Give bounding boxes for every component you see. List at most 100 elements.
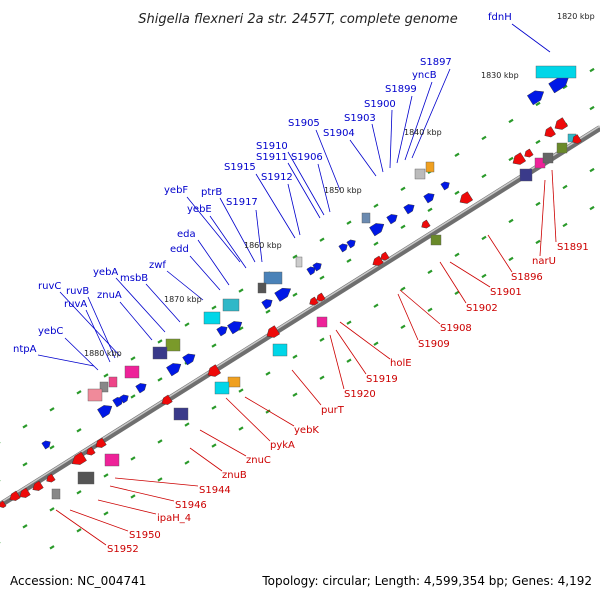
- gene-arrow: [512, 152, 527, 165]
- position-dash: [589, 167, 595, 173]
- position-dash: [427, 307, 433, 313]
- gene-box: [361, 212, 371, 224]
- leader-line: [255, 209, 263, 263]
- position-dash: [49, 545, 55, 550]
- position-dash: [49, 445, 55, 450]
- gene-label: S1910: [256, 141, 288, 152]
- leader-line: [87, 296, 116, 359]
- gene-label: S1950: [129, 530, 161, 541]
- position-dash: [319, 237, 325, 242]
- map-title: Shigella flexneri 2a str. 2457T, complet…: [138, 12, 457, 27]
- leader-line: [449, 261, 491, 288]
- leader-line: [315, 129, 341, 191]
- gene-arrow: [544, 126, 556, 138]
- tick-label: 1850 kbp: [324, 186, 362, 195]
- position-dash: [373, 241, 379, 246]
- gene-box: [519, 168, 533, 182]
- gene-arrow: [266, 325, 281, 338]
- position-dash: [454, 190, 460, 196]
- gene-label: S1903: [344, 113, 376, 124]
- gene-label: znuC: [246, 455, 271, 466]
- leader-line: [189, 447, 223, 472]
- position-dash: [292, 292, 298, 297]
- position-dash: [292, 354, 298, 359]
- gene-box: [222, 298, 240, 312]
- gene-label: S1944: [199, 485, 231, 496]
- position-dash: [22, 424, 28, 429]
- leader-line: [37, 354, 95, 367]
- gene-label: ruvB: [66, 286, 89, 297]
- position-dash: [157, 339, 163, 344]
- position-dash: [184, 322, 190, 327]
- position-dash: [481, 135, 487, 141]
- leader-line: [225, 397, 271, 442]
- gene-arrow: [316, 292, 326, 302]
- position-dash: [319, 337, 325, 342]
- gene-arrow: [97, 405, 113, 419]
- position-dash: [508, 218, 514, 224]
- gene-label: S1952: [107, 544, 139, 555]
- gene-label: msbB: [120, 273, 148, 284]
- position-dash: [562, 184, 568, 190]
- gene-arrow: [386, 214, 398, 225]
- gene-box: [77, 471, 95, 485]
- accession-text: Accession: NC_004741: [10, 574, 147, 588]
- gene-features: [0, 65, 582, 508]
- gene-arrow: [440, 181, 450, 191]
- position-dash: [454, 290, 460, 296]
- gene-box: [542, 152, 554, 164]
- leader-line: [317, 163, 331, 213]
- position-dash: [508, 156, 514, 162]
- position-dash: [265, 309, 271, 314]
- gene-label: ruvA: [64, 299, 87, 310]
- genome-backbone-highlight: [0, 125, 600, 504]
- position-dash: [535, 101, 541, 107]
- gene-label: S1902: [466, 303, 498, 314]
- position-dash: [157, 477, 163, 482]
- leader-line: [487, 234, 513, 273]
- gene-label: purT: [321, 405, 345, 416]
- gene-label: zwf: [149, 260, 166, 271]
- leader-line: [186, 196, 241, 263]
- position-dash: [130, 456, 136, 461]
- gene-label: pykA: [270, 440, 295, 451]
- position-dash: [481, 235, 487, 241]
- gene-label: yebF: [164, 185, 188, 196]
- gene-arrow: [32, 480, 44, 491]
- gene-label: S1919: [366, 374, 398, 385]
- position-dash: [22, 462, 28, 467]
- gene-arrow: [19, 487, 31, 498]
- gene-box: [203, 311, 221, 325]
- tick-label: 1840 kbp: [404, 128, 442, 137]
- position-dash: [103, 473, 109, 478]
- gene-box: [263, 271, 283, 285]
- gene-arrow: [338, 243, 348, 253]
- position-dash: [157, 377, 163, 382]
- gene-label: narU: [532, 256, 556, 267]
- tick-label: 1820 kbp: [557, 12, 595, 21]
- tick-label: 1870 kbp: [164, 295, 202, 304]
- position-dash: [400, 224, 406, 229]
- gene-arrow: [71, 451, 87, 465]
- gene-arrow: [9, 490, 21, 501]
- gene-arrow: [161, 394, 173, 405]
- leader-line: [329, 334, 345, 390]
- position-dash: [454, 152, 460, 158]
- gene-box: [99, 381, 109, 393]
- position-dash: [400, 186, 406, 191]
- leader-line: [399, 289, 441, 325]
- leader-line: [145, 283, 181, 323]
- gene-label: S1909: [418, 339, 450, 350]
- leader-line: [397, 293, 419, 341]
- position-dash: [49, 507, 55, 512]
- gene-label: S1917: [226, 197, 258, 208]
- position-dash: [238, 288, 244, 293]
- gene-box: [425, 161, 435, 173]
- gene-box: [108, 376, 118, 388]
- gene-label: S1901: [490, 287, 522, 298]
- leader-line: [511, 23, 551, 53]
- gene-arrow: [372, 255, 384, 266]
- position-dash: [211, 305, 217, 310]
- leader-line: [197, 239, 230, 286]
